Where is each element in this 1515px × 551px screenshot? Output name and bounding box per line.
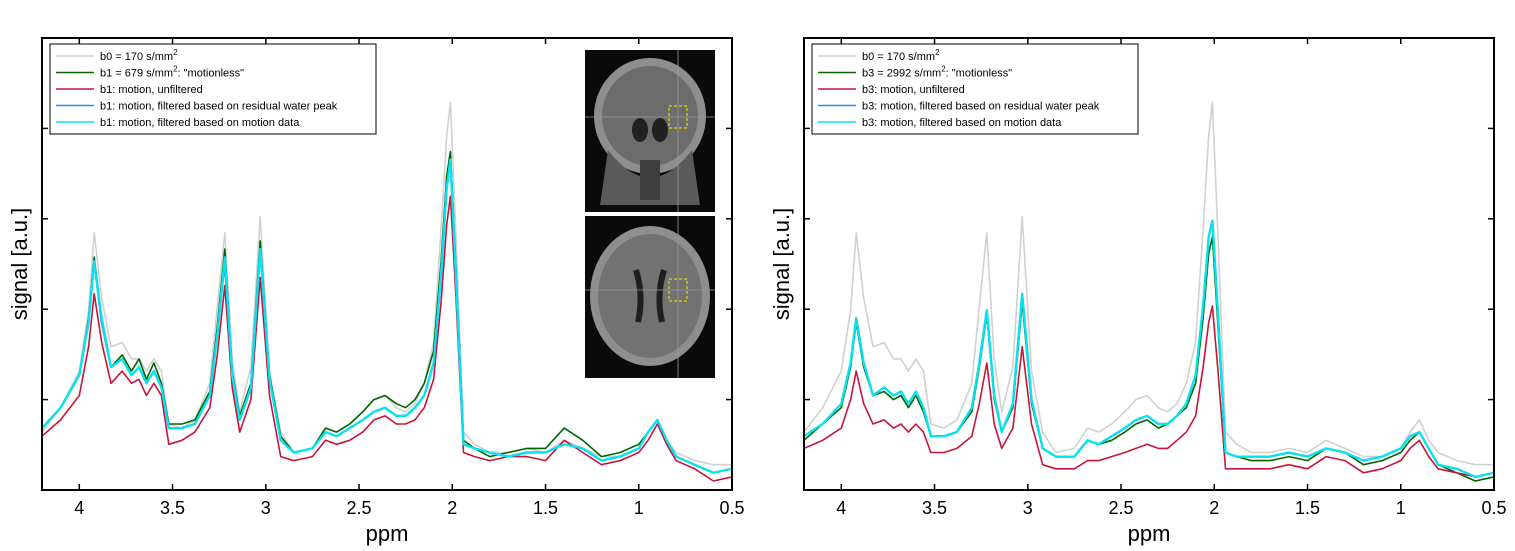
- spectrum-panel-right: b0 = 170 s/mm2 b3 = 2992 s/mm2: "motionle…: [769, 37, 1507, 546]
- series-layer: [804, 101, 1494, 482]
- series-line: [804, 219, 1494, 478]
- x-tick-label: 3: [261, 498, 271, 518]
- x-tick-label: 2.5: [347, 498, 372, 518]
- x-axis-label: ppm: [366, 521, 409, 546]
- x-tick-label: 4: [74, 498, 84, 518]
- legend-label: b3 = 2992 s/mm2: "motionless": [862, 65, 1012, 80]
- series-line: [42, 150, 732, 474]
- axes-frame: [803, 37, 1495, 491]
- x-tick-label: 1: [1396, 498, 1406, 518]
- axis-ticks: [804, 38, 1495, 490]
- legend-label: b1: motion, filtered based on residual w…: [100, 101, 338, 113]
- x-tick-label: 1.5: [1295, 498, 1320, 518]
- legend-label: b0 = 170 s/mm2: [862, 48, 940, 63]
- series-line: [804, 101, 1494, 466]
- x-tick-label: 0.5: [719, 498, 744, 518]
- legend-label: b1 = 679 s/mm2: "motionless": [100, 65, 244, 80]
- x-tick-label: 3: [1023, 498, 1033, 518]
- legend-box: [811, 43, 1139, 135]
- x-tick-label: 2.5: [1109, 498, 1134, 518]
- legend-label: b1: motion, unfiltered: [100, 84, 203, 96]
- x-tick-label: 0.5: [1481, 498, 1506, 518]
- x-tick-label: 1.5: [533, 498, 558, 518]
- legend: b0 = 170 s/mm2 b3 = 2992 s/mm2: "motionle…: [811, 43, 1139, 135]
- series-line: [42, 158, 732, 474]
- legend-label: b0 = 170 s/mm2: [100, 48, 178, 63]
- spectrum-panel-left: b0 = 170 s/mm2 b1 = 679 s/mm2: "motionles…: [7, 37, 745, 546]
- x-tick-label: 2: [1209, 498, 1219, 518]
- brain-mri-inset: [585, 50, 715, 378]
- axis-ticks: [42, 38, 733, 490]
- legend-label: b3: motion, filtered based on residual w…: [862, 101, 1100, 113]
- series-line: [804, 305, 1494, 478]
- x-tick-label: 1: [634, 498, 644, 518]
- legend-box: [49, 43, 377, 135]
- legend: b0 = 170 s/mm2 b1 = 679 s/mm2: "motionles…: [49, 43, 377, 135]
- legend-label: b1: motion, filtered based on motion dat…: [100, 117, 300, 129]
- x-tick-labels: 4 3.5 3 2.5 2 1.5 1 0.5: [836, 498, 1506, 518]
- x-axis-label: ppm: [1128, 521, 1171, 546]
- x-tick-label: 3.5: [922, 498, 947, 518]
- y-axis-label: signal [a.u.]: [769, 208, 794, 321]
- y-axis-label: signal [a.u.]: [7, 208, 32, 321]
- series-line: [42, 195, 732, 482]
- series-layer: [42, 101, 732, 482]
- axes-frame: [41, 37, 733, 491]
- x-tick-labels: 4 3.5 3 2.5 2 1.5 1 0.5: [74, 498, 744, 518]
- legend-label: b3: motion, unfiltered: [862, 84, 965, 96]
- x-tick-label: 4: [836, 498, 846, 518]
- legend-label: b3: motion, filtered based on motion dat…: [862, 117, 1062, 129]
- x-tick-label: 2: [447, 498, 457, 518]
- x-tick-label: 3.5: [160, 498, 185, 518]
